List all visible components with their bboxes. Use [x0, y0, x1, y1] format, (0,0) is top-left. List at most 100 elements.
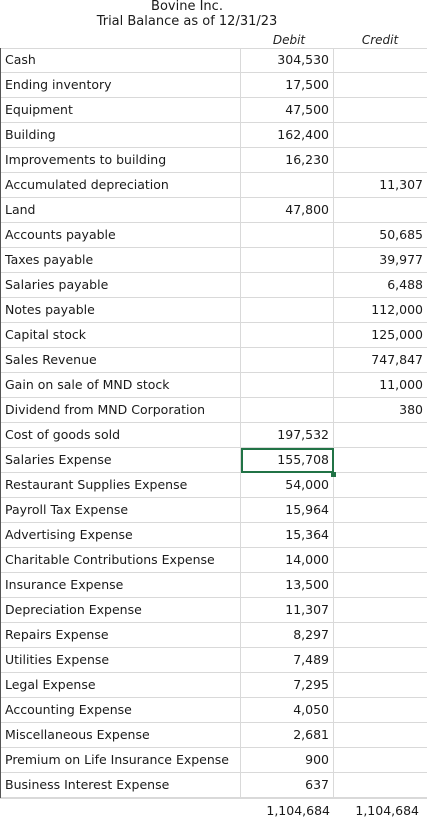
- credit-cell[interactable]: 11,000: [379, 377, 423, 392]
- credit-cell[interactable]: [334, 198, 427, 223]
- credit-cell[interactable]: [334, 773, 427, 798]
- account-name-cell[interactable]: Gain on sale of MND stock: [0, 373, 241, 398]
- credit-cell[interactable]: [334, 48, 427, 73]
- credit-cell[interactable]: 112,000: [371, 302, 423, 317]
- credit-cell[interactable]: [334, 148, 427, 173]
- credit-cell[interactable]: 11,307: [379, 177, 423, 192]
- debit-cell[interactable]: 15,364: [241, 523, 334, 548]
- account-name-cell[interactable]: Cost of goods sold: [0, 423, 241, 448]
- account-name-cell[interactable]: Business Interest Expense: [0, 773, 241, 798]
- total-credit-cell[interactable]: 1,104,684: [355, 803, 419, 818]
- debit-cell[interactable]: 13,500: [241, 573, 334, 598]
- table-row: Ending inventory 17,500: [0, 73, 427, 98]
- fill-handle[interactable]: [331, 472, 336, 477]
- debit-cell[interactable]: [241, 298, 334, 323]
- debit-cell[interactable]: 16,230: [241, 148, 334, 173]
- debit-cell[interactable]: 54,000: [241, 473, 334, 498]
- credit-cell[interactable]: [334, 98, 427, 123]
- account-name-cell[interactable]: Insurance Expense: [0, 573, 241, 598]
- table-row: Building 162,400: [0, 123, 427, 148]
- credit-cell[interactable]: [334, 423, 427, 448]
- debit-cell[interactable]: [241, 398, 334, 423]
- credit-cell[interactable]: [334, 523, 427, 548]
- selected-debit-cell[interactable]: 155,708: [241, 448, 334, 473]
- debit-cell[interactable]: 47,500: [241, 98, 334, 123]
- debit-cell[interactable]: 17,500: [241, 73, 334, 98]
- account-name-cell[interactable]: Advertising Expense: [0, 523, 241, 548]
- account-name-cell[interactable]: Equipment: [0, 98, 241, 123]
- account-name-cell[interactable]: Charitable Contributions Expense: [0, 548, 241, 573]
- account-name-cell[interactable]: Utilities Expense: [0, 648, 241, 673]
- account-name-cell[interactable]: Restaurant Supplies Expense: [0, 473, 241, 498]
- debit-cell[interactable]: 304,530: [241, 48, 334, 73]
- credit-cell[interactable]: [334, 448, 427, 473]
- account-name-cell[interactable]: Cash: [0, 48, 241, 73]
- debit-cell[interactable]: [241, 348, 334, 373]
- debit-cell[interactable]: 14,000: [241, 548, 334, 573]
- total-debit-cell[interactable]: 1,104,684: [266, 803, 330, 818]
- debit-cell[interactable]: 4,050: [241, 698, 334, 723]
- account-name-cell[interactable]: Depreciation Expense: [0, 598, 241, 623]
- totals-row: 1,104,684 1,104,684: [0, 798, 427, 823]
- account-name-cell[interactable]: Building: [0, 123, 241, 148]
- account-name-cell[interactable]: Accumulated depreciation: [0, 173, 241, 198]
- credit-cell[interactable]: [334, 598, 427, 623]
- credit-cell[interactable]: 50,685: [379, 227, 423, 242]
- credit-cell[interactable]: [334, 498, 427, 523]
- debit-cell[interactable]: [241, 173, 334, 198]
- account-name-cell[interactable]: Notes payable: [0, 298, 241, 323]
- account-name-cell[interactable]: Land: [0, 198, 241, 223]
- debit-cell[interactable]: 2,681: [241, 723, 334, 748]
- debit-cell[interactable]: 162,400: [241, 123, 334, 148]
- debit-cell[interactable]: 900: [241, 748, 334, 773]
- credit-cell[interactable]: [334, 473, 427, 498]
- account-name-cell[interactable]: Repairs Expense: [0, 623, 241, 648]
- credit-cell[interactable]: [334, 698, 427, 723]
- credit-cell[interactable]: [334, 548, 427, 573]
- account-name-cell[interactable]: Accounting Expense: [0, 698, 241, 723]
- debit-cell[interactable]: [241, 373, 334, 398]
- credit-cell[interactable]: [334, 123, 427, 148]
- account-name-cell[interactable]: Legal Expense: [0, 673, 241, 698]
- credit-cell[interactable]: [334, 748, 427, 773]
- account-name-cell[interactable]: Improvements to building: [0, 148, 241, 173]
- debit-cell[interactable]: 637: [241, 773, 334, 798]
- account-name-cell[interactable]: Taxes payable: [0, 248, 241, 273]
- account-name-cell[interactable]: Miscellaneous Expense: [0, 723, 241, 748]
- credit-cell[interactable]: [334, 573, 427, 598]
- credit-cell[interactable]: [334, 673, 427, 698]
- credit-cell[interactable]: 747,847: [371, 352, 423, 367]
- credit-cell[interactable]: 380: [399, 402, 423, 417]
- debit-cell[interactable]: 15,964: [241, 498, 334, 523]
- credit-cell[interactable]: [334, 648, 427, 673]
- debit-cell[interactable]: 47,800: [241, 198, 334, 223]
- debit-cell[interactable]: 7,295: [241, 673, 334, 698]
- credit-cell[interactable]: 6,488: [387, 277, 423, 292]
- debit-cell[interactable]: [241, 323, 334, 348]
- account-name-cell[interactable]: Salaries payable: [0, 273, 241, 298]
- account-name-cell[interactable]: Ending inventory: [0, 73, 241, 98]
- account-name-cell[interactable]: Capital stock: [0, 323, 241, 348]
- debit-cell[interactable]: [241, 273, 334, 298]
- account-name-cell[interactable]: Payroll Tax Expense: [0, 498, 241, 523]
- account-name-cell[interactable]: Dividend from MND Corporation: [0, 398, 241, 423]
- account-name-cell[interactable]: Salaries Expense: [0, 448, 241, 473]
- debit-cell[interactable]: [241, 248, 334, 273]
- table-row: Accounts payable 50,685: [0, 223, 427, 248]
- table-row: Business Interest Expense 637: [0, 773, 427, 798]
- debit-cell[interactable]: 7,489: [241, 648, 334, 673]
- debit-cell[interactable]: [241, 223, 334, 248]
- table-row: Notes payable 112,000: [0, 298, 427, 323]
- credit-cell[interactable]: [334, 73, 427, 98]
- account-name-cell[interactable]: Premium on Life Insurance Expense: [0, 748, 241, 773]
- debit-cell[interactable]: 8,297: [241, 623, 334, 648]
- table-row: Restaurant Supplies Expense 54,000: [0, 473, 427, 498]
- credit-cell[interactable]: 39,977: [379, 252, 423, 267]
- debit-cell[interactable]: 197,532: [241, 423, 334, 448]
- account-name-cell[interactable]: Sales Revenue: [0, 348, 241, 373]
- account-name-cell[interactable]: Accounts payable: [0, 223, 241, 248]
- credit-cell[interactable]: 125,000: [371, 327, 423, 342]
- credit-cell[interactable]: [334, 623, 427, 648]
- debit-cell[interactable]: 11,307: [241, 598, 334, 623]
- credit-cell[interactable]: [334, 723, 427, 748]
